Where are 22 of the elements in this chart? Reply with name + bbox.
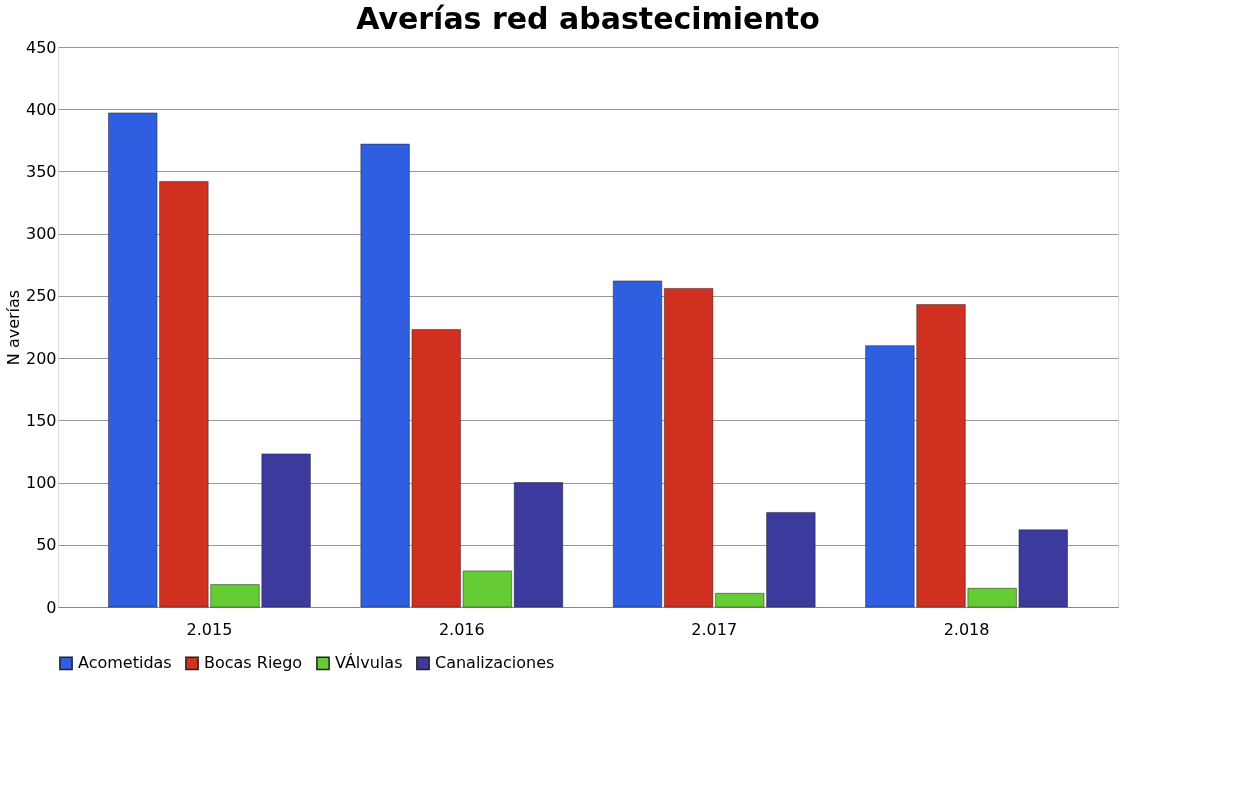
y-tick-label: 350 xyxy=(25,161,57,181)
x-tick-label: 2.018 xyxy=(943,619,990,639)
legend-label: VÁlvulas xyxy=(335,653,403,673)
x-tick-label: 2.015 xyxy=(186,619,233,639)
y-tick-label: 0 xyxy=(46,597,57,617)
legend-label: Canalizaciones xyxy=(435,653,555,673)
y-tick-label: 100 xyxy=(25,473,57,493)
chart-title: Averías red abastecimiento xyxy=(356,1,820,36)
y-tick-label: 300 xyxy=(25,224,57,244)
y-tick-label: 450 xyxy=(25,37,57,57)
y-tick-label: 150 xyxy=(25,410,57,430)
y-axis-title: N averías xyxy=(3,289,23,366)
y-tick-label: 250 xyxy=(25,286,57,306)
y-tick-label: 400 xyxy=(25,99,57,119)
bar xyxy=(612,280,663,608)
legend-label: Acometidas xyxy=(78,653,172,673)
y-tick-label: 50 xyxy=(36,535,57,555)
x-tick-label: 2.017 xyxy=(691,619,738,639)
bar xyxy=(513,482,564,608)
y-tick-label: 200 xyxy=(25,348,57,368)
x-tick-label: 2.016 xyxy=(438,619,485,639)
legend-label: Bocas Riego xyxy=(204,653,303,673)
